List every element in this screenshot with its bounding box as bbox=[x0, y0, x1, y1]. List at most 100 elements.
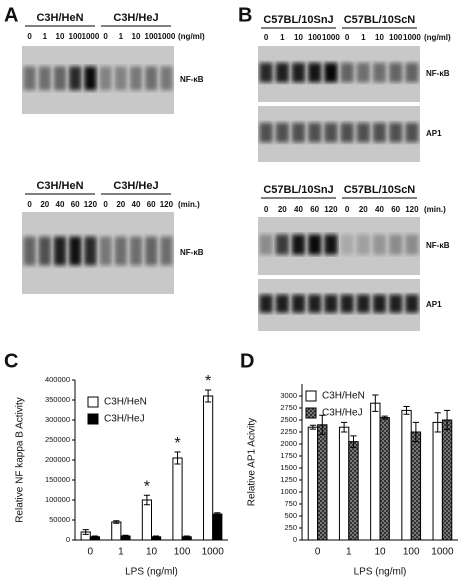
bar bbox=[172, 457, 183, 541]
panel-label: C bbox=[4, 350, 18, 372]
y-tick-label: 2250 bbox=[280, 427, 297, 436]
bar bbox=[432, 421, 443, 541]
lane-label: 40 bbox=[132, 200, 141, 209]
y-tick-label: 100000 bbox=[45, 495, 70, 504]
lane-label: 60 bbox=[71, 200, 80, 209]
error-bar bbox=[309, 424, 317, 430]
y-axis-label: Relative AP1 Acivity bbox=[247, 418, 258, 506]
lane-label: 0 bbox=[27, 32, 32, 41]
band bbox=[99, 66, 112, 91]
unit-label: (min.) bbox=[178, 200, 200, 209]
band bbox=[38, 66, 51, 91]
lane-label: 20 bbox=[278, 205, 287, 214]
bar bbox=[379, 417, 390, 541]
band bbox=[324, 294, 338, 313]
band bbox=[275, 122, 289, 143]
band bbox=[405, 294, 419, 313]
error-bar bbox=[341, 421, 348, 433]
x-tick-label: 100 bbox=[174, 547, 191, 558]
y-tick-label: 1000 bbox=[280, 487, 297, 496]
band bbox=[23, 236, 36, 266]
error-bar bbox=[319, 414, 326, 435]
lane-label: 120 bbox=[405, 205, 419, 214]
error-bar bbox=[91, 535, 98, 539]
legend-swatch bbox=[87, 413, 99, 425]
band bbox=[356, 294, 370, 313]
lane-label: 1000 bbox=[82, 32, 100, 41]
lane-label: 1000 bbox=[322, 33, 340, 42]
x-tick-label: 10 bbox=[146, 547, 158, 558]
band bbox=[340, 234, 354, 255]
unit-label: (ng/ml) bbox=[424, 33, 451, 42]
band bbox=[372, 294, 387, 313]
annotation: * bbox=[174, 435, 180, 452]
y-tick-label: 500 bbox=[284, 511, 297, 520]
lane-label: 1 bbox=[43, 32, 48, 41]
band bbox=[389, 122, 403, 143]
x-axis-label: LPS (ng/ml) bbox=[354, 567, 407, 578]
band bbox=[372, 62, 387, 83]
band bbox=[356, 62, 370, 83]
bar bbox=[338, 426, 350, 541]
band bbox=[308, 234, 322, 255]
lane-label: 10 bbox=[132, 32, 141, 41]
band bbox=[145, 236, 158, 266]
group-label: C3H/HeJ bbox=[113, 180, 158, 192]
band bbox=[259, 122, 273, 143]
bar bbox=[317, 424, 328, 541]
annotation: * bbox=[205, 373, 211, 390]
band bbox=[84, 236, 97, 266]
y-tick-label: 300000 bbox=[45, 415, 70, 424]
band bbox=[389, 234, 403, 255]
band bbox=[291, 234, 306, 255]
lane-label: 10 bbox=[375, 33, 384, 42]
band bbox=[114, 236, 127, 266]
unit-label: (min.) bbox=[424, 205, 446, 214]
y-tick-label: 2750 bbox=[280, 403, 297, 412]
lane-label: 100 bbox=[308, 33, 322, 42]
error-bar bbox=[434, 412, 441, 433]
x-tick-label: 1000 bbox=[202, 547, 225, 558]
band bbox=[389, 62, 403, 83]
error-bar bbox=[403, 406, 410, 415]
x-tick-label: 1 bbox=[346, 547, 352, 558]
legend-label: C3H/HeN bbox=[104, 397, 147, 408]
band bbox=[324, 122, 338, 143]
x-tick-label: 1000 bbox=[431, 547, 454, 558]
band bbox=[114, 66, 127, 91]
band-label: AP1 bbox=[426, 129, 442, 138]
legend-swatch bbox=[305, 390, 317, 402]
panel-label: D bbox=[240, 350, 254, 372]
y-tick-label: 1500 bbox=[280, 463, 297, 472]
y-tick-label: 250 bbox=[284, 523, 297, 532]
y-tick-label: 400000 bbox=[45, 375, 70, 384]
lane-label: 60 bbox=[147, 200, 156, 209]
band bbox=[129, 66, 143, 91]
band bbox=[308, 122, 322, 143]
error-bar bbox=[205, 389, 212, 403]
y-tick-label: 2000 bbox=[280, 439, 297, 448]
panel-label: B bbox=[238, 4, 252, 26]
error-bar bbox=[412, 421, 419, 443]
band bbox=[389, 294, 403, 313]
annotation: * bbox=[144, 478, 150, 495]
band bbox=[275, 294, 289, 313]
band bbox=[340, 62, 354, 83]
lane-label: 20 bbox=[40, 200, 49, 209]
lane-label: 0 bbox=[345, 33, 350, 42]
y-tick-label: 750 bbox=[284, 499, 297, 508]
band bbox=[324, 234, 338, 255]
lane-label: 40 bbox=[56, 200, 65, 209]
y-tick-label: 350000 bbox=[45, 395, 70, 404]
lane-label: 10 bbox=[56, 32, 65, 41]
x-tick-label: 0 bbox=[88, 547, 94, 558]
band bbox=[145, 66, 158, 91]
y-tick-label: 0 bbox=[66, 535, 70, 544]
band bbox=[340, 294, 354, 313]
band bbox=[69, 236, 82, 266]
group-label: C3H/HeN bbox=[36, 12, 83, 24]
band bbox=[53, 236, 67, 266]
x-tick-label: 1 bbox=[118, 547, 124, 558]
